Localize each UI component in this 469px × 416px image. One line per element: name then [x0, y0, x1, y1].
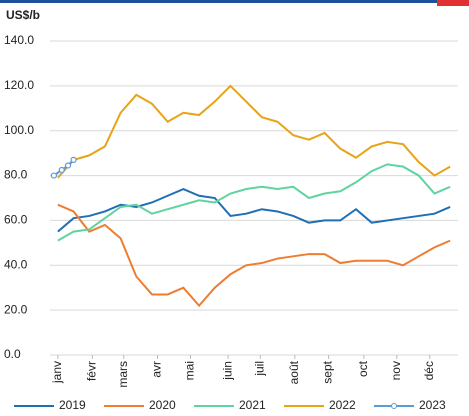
x-tick-label: sept: [321, 360, 335, 383]
legend-label: 2020: [149, 398, 176, 412]
x-tick-label: avr: [150, 361, 164, 378]
x-tick-label: mai: [183, 361, 197, 380]
series-marker: [70, 156, 77, 163]
y-tick-label: 140.0: [4, 33, 34, 47]
series-line: [53, 159, 75, 177]
x-tick-label: juin: [220, 361, 234, 381]
y-tick-label: 0.0: [4, 347, 21, 361]
x-tick-label: août: [287, 360, 301, 384]
top-bar: [0, 0, 469, 3]
top-flag: [437, 0, 469, 6]
legend-label: 2023: [419, 398, 446, 412]
x-tick-label: oct: [356, 360, 370, 377]
y-tick-label: 120.0: [4, 78, 34, 92]
x-tick-label: nov: [389, 361, 403, 380]
y-tick-label: 60.0: [4, 213, 28, 227]
y-tick-label: 100.0: [4, 123, 34, 137]
legend-marker: [391, 403, 397, 409]
series-line: [57, 187, 451, 233]
legend-label: 2019: [59, 398, 86, 412]
x-tick-label: juil: [252, 361, 266, 377]
y-axis-label: US$/b: [6, 8, 40, 22]
y-tick-label: 40.0: [4, 257, 28, 271]
y-tick-label: 20.0: [4, 302, 28, 316]
series-marker: [58, 166, 65, 174]
series-line: [57, 163, 451, 242]
series-marker: [50, 172, 58, 179]
series-line: [57, 203, 451, 308]
x-tick-label: mars: [116, 361, 130, 388]
legend-label: 2022: [329, 398, 356, 412]
series-line: [57, 84, 451, 179]
y-tick-label: 80.0: [4, 168, 28, 182]
x-tick-label: déc: [422, 361, 436, 380]
x-tick-label: janv: [50, 361, 64, 384]
series-marker: [64, 162, 72, 169]
x-tick-label: févr: [85, 361, 99, 381]
legend-label: 2021: [239, 398, 266, 412]
